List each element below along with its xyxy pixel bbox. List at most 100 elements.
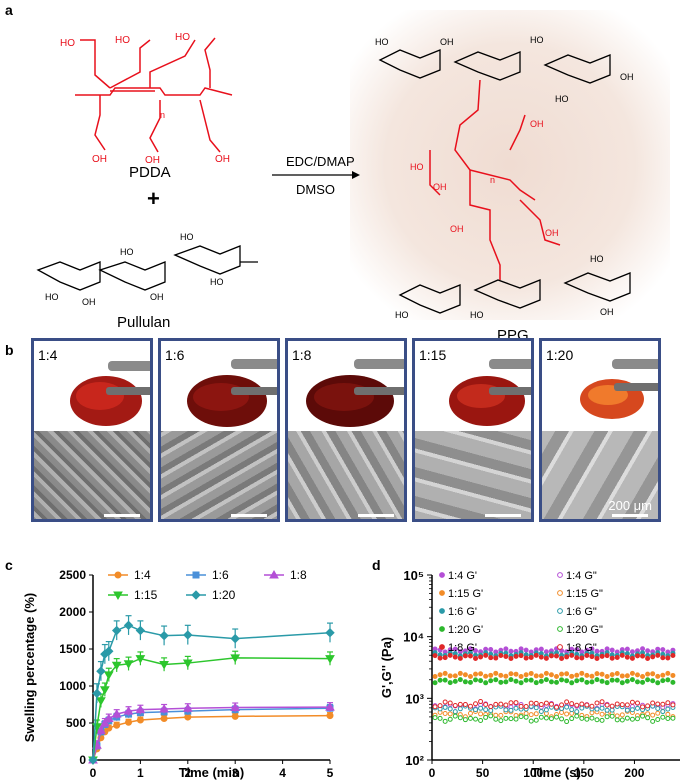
ppg-atom: HO xyxy=(590,254,604,264)
pullulan-atom: HO xyxy=(45,292,59,302)
data-point xyxy=(619,702,625,708)
hydrogel-photo-2: 1:6 xyxy=(158,338,280,522)
data-point xyxy=(670,652,676,658)
x-tick-label: 3 xyxy=(232,766,239,780)
data-point xyxy=(629,677,635,683)
data-point xyxy=(599,653,605,659)
y-tick-label: 2000 xyxy=(59,605,86,619)
legend-label: 1:8 G" xyxy=(566,642,597,654)
data-point xyxy=(569,707,575,713)
ppg-pullulan-chains xyxy=(378,49,631,314)
data-point xyxy=(462,679,468,685)
data-point xyxy=(629,655,635,661)
data-point xyxy=(184,713,192,721)
data-point xyxy=(665,706,671,712)
data-point xyxy=(579,677,585,683)
data-point xyxy=(559,677,565,683)
data-point xyxy=(488,655,494,661)
data-point xyxy=(548,701,554,707)
data-point xyxy=(589,703,595,709)
legend-marker xyxy=(439,626,445,632)
data-point xyxy=(634,679,640,685)
data-point xyxy=(645,655,651,661)
legend-marker xyxy=(114,571,122,579)
data-point xyxy=(533,700,539,706)
ratio-label: 1:15 xyxy=(419,347,447,363)
data-point xyxy=(493,655,499,661)
data-point xyxy=(442,670,448,676)
data-point xyxy=(483,673,489,679)
data-point xyxy=(650,671,656,677)
data-point xyxy=(231,712,239,720)
data-point xyxy=(655,710,661,716)
data-point xyxy=(640,704,646,710)
data-point xyxy=(503,702,509,708)
data-point xyxy=(493,701,499,707)
data-point xyxy=(564,671,570,677)
data-point xyxy=(513,678,519,684)
data-point xyxy=(604,707,610,713)
data-point xyxy=(579,670,585,676)
data-point xyxy=(543,715,549,721)
data-point xyxy=(518,703,524,709)
data-point xyxy=(624,654,630,660)
data-point xyxy=(467,703,473,709)
scale-bar xyxy=(485,514,521,517)
data-point xyxy=(574,655,580,661)
data-point xyxy=(457,655,463,661)
data-point xyxy=(135,625,146,636)
data-point xyxy=(640,679,646,685)
pullulan-atom: HO xyxy=(180,232,194,242)
data-point xyxy=(123,660,134,669)
legend-label: 1:20 G" xyxy=(566,624,603,636)
data-point xyxy=(503,646,509,652)
data-point xyxy=(432,653,438,659)
data-point xyxy=(574,709,580,715)
data-point xyxy=(457,670,463,676)
data-point xyxy=(96,725,106,734)
legend-label: 1:6 xyxy=(212,568,229,582)
data-point xyxy=(452,654,458,660)
pdda-atom: HO xyxy=(115,35,130,46)
data-point xyxy=(498,653,504,659)
ppg-atom: OH xyxy=(545,228,559,238)
pdda-subscript: n xyxy=(160,110,165,120)
data-point xyxy=(508,707,514,713)
data-point xyxy=(513,705,519,711)
ppg-subscript: n xyxy=(490,175,495,185)
pullulan-atom: HO xyxy=(120,247,134,257)
data-point xyxy=(640,713,646,719)
data-point xyxy=(159,630,169,641)
data-point xyxy=(594,671,600,677)
data-point xyxy=(660,701,666,707)
series-1:20 xyxy=(88,615,335,765)
data-point xyxy=(513,700,519,706)
data-point xyxy=(113,721,121,729)
y-axis-title: G',G'' (Pa) xyxy=(379,637,394,698)
legend-marker xyxy=(191,590,201,600)
scale-bar xyxy=(231,514,267,517)
data-point xyxy=(160,715,168,723)
data-point xyxy=(665,700,671,706)
ppg-atom: HO xyxy=(555,94,569,104)
data-point xyxy=(579,701,585,707)
data-point xyxy=(528,677,534,683)
data-point xyxy=(599,705,605,711)
data-point xyxy=(442,710,448,716)
data-point xyxy=(533,705,539,711)
legend-label: 1:8 G' xyxy=(448,642,477,654)
data-point xyxy=(467,653,473,659)
panel-b-label: b xyxy=(5,342,14,358)
data-point xyxy=(437,672,443,678)
y-axis-title: Swelling percentage (%) xyxy=(22,593,37,743)
data-point xyxy=(488,672,494,678)
ratio-label: 1:8 xyxy=(292,347,312,363)
data-point xyxy=(528,655,534,661)
data-point xyxy=(543,670,549,676)
legend-marker xyxy=(269,569,279,579)
legend-label: 1:6 G' xyxy=(448,606,477,618)
data-point xyxy=(498,679,504,685)
data-point xyxy=(488,713,494,719)
data-point xyxy=(437,677,443,683)
data-point xyxy=(589,710,595,716)
